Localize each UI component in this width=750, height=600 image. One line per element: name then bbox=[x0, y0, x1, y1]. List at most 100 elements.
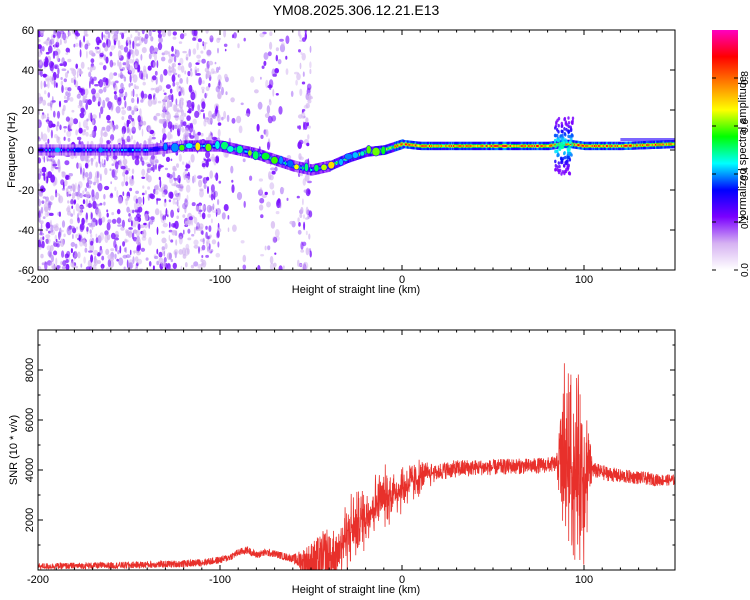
noise-cell bbox=[94, 84, 99, 87]
noise-cell bbox=[183, 229, 185, 235]
noise-cell bbox=[45, 196, 49, 202]
ridge-core bbox=[609, 145, 612, 147]
noise-cell bbox=[83, 256, 86, 264]
noise-cell bbox=[114, 94, 118, 101]
noise-cell bbox=[134, 30, 139, 33]
noise-cell bbox=[107, 254, 113, 260]
noise-cell bbox=[110, 181, 113, 185]
noise-cell bbox=[161, 237, 167, 244]
spectrogram-scatter-blobs bbox=[38, 30, 313, 270]
noise-cell bbox=[40, 187, 46, 193]
noise-cell bbox=[129, 249, 132, 256]
burst-cell bbox=[560, 141, 563, 146]
noise-cell bbox=[281, 42, 285, 48]
x-tick-label: 0 bbox=[399, 574, 405, 586]
noise-cell bbox=[299, 173, 304, 177]
noise-cell bbox=[114, 186, 117, 191]
noise-cell bbox=[186, 175, 191, 184]
noise-cell bbox=[141, 168, 146, 176]
noise-cell bbox=[164, 242, 168, 250]
noise-cell bbox=[100, 173, 102, 182]
ridge-knot bbox=[261, 152, 271, 161]
noise-cell bbox=[124, 239, 129, 243]
noise-cell bbox=[172, 230, 178, 234]
noise-cell bbox=[256, 123, 260, 132]
noise-cell bbox=[299, 213, 303, 218]
noise-cell bbox=[68, 176, 71, 180]
noise-cell bbox=[179, 97, 184, 102]
noise-cell bbox=[201, 255, 204, 258]
noise-cell bbox=[170, 239, 174, 243]
noise-cell bbox=[50, 165, 54, 172]
ridge-core bbox=[656, 143, 659, 146]
noise-cell bbox=[100, 106, 104, 115]
noise-cell bbox=[302, 198, 304, 206]
noise-cell bbox=[95, 219, 98, 226]
noise-cell bbox=[197, 59, 201, 63]
noise-cell bbox=[174, 220, 179, 230]
noise-cell bbox=[99, 112, 101, 119]
noise-cell bbox=[259, 197, 265, 204]
noise-cell bbox=[147, 186, 151, 190]
noise-cell bbox=[67, 137, 71, 142]
noise-cell bbox=[109, 59, 114, 68]
ridge-knot bbox=[204, 142, 212, 152]
noise-cell bbox=[161, 127, 166, 135]
noise-cell bbox=[95, 170, 100, 179]
noise-cell bbox=[184, 262, 188, 268]
noise-cell bbox=[142, 229, 147, 238]
noise-cell bbox=[113, 35, 118, 39]
noise-cell bbox=[85, 212, 89, 221]
noise-cell bbox=[168, 252, 172, 260]
ridge-core bbox=[626, 144, 629, 147]
x-tick-label: -100 bbox=[209, 574, 231, 586]
spectrogram-x-axis-label: Height of straight line (km) bbox=[292, 284, 420, 296]
noise-cell bbox=[92, 95, 96, 103]
noise-cell bbox=[135, 93, 139, 97]
noise-cell bbox=[78, 234, 81, 242]
noise-cell bbox=[303, 121, 308, 130]
noise-cell bbox=[80, 61, 85, 69]
noise-cell bbox=[158, 118, 163, 124]
noise-cell bbox=[258, 178, 263, 182]
noise-cell bbox=[54, 43, 56, 50]
spectrogram-heatmap bbox=[38, 30, 675, 270]
noise-cell bbox=[70, 225, 75, 230]
noise-cell bbox=[298, 49, 301, 53]
noise-cell bbox=[38, 202, 42, 206]
noise-cell bbox=[206, 239, 210, 245]
noise-cell bbox=[183, 132, 188, 140]
y-tick-label: 0 bbox=[28, 145, 34, 157]
noise-cell bbox=[201, 262, 205, 265]
noise-cell bbox=[126, 229, 130, 237]
noise-cell bbox=[101, 158, 104, 165]
noise-cell bbox=[135, 85, 139, 90]
noise-cell bbox=[38, 39, 41, 43]
noise-cell bbox=[162, 89, 165, 93]
noise-cell bbox=[99, 62, 104, 66]
noise-cell bbox=[274, 229, 280, 238]
noise-cell bbox=[264, 245, 267, 251]
noise-cell bbox=[173, 72, 178, 76]
x-tick-label: 0 bbox=[399, 274, 405, 286]
noise-cell bbox=[140, 247, 146, 252]
noise-cell bbox=[303, 189, 308, 193]
noise-cell bbox=[51, 254, 54, 263]
noise-cell bbox=[106, 222, 111, 231]
noise-cell bbox=[123, 266, 126, 270]
burst-cell bbox=[556, 142, 559, 147]
noise-cell bbox=[122, 254, 128, 259]
noise-cell bbox=[181, 126, 185, 133]
noise-cell bbox=[297, 217, 300, 223]
noise-cell bbox=[132, 68, 135, 74]
noise-cell bbox=[53, 250, 58, 256]
noise-cell bbox=[149, 45, 155, 55]
noise-cell bbox=[66, 191, 69, 197]
noise-cell bbox=[66, 130, 72, 137]
noise-cell bbox=[186, 115, 191, 121]
noise-cell bbox=[205, 225, 208, 230]
noise-cell bbox=[136, 96, 139, 105]
noise-cell bbox=[84, 171, 89, 178]
noise-cell bbox=[103, 86, 107, 93]
noise-cell bbox=[306, 142, 310, 147]
